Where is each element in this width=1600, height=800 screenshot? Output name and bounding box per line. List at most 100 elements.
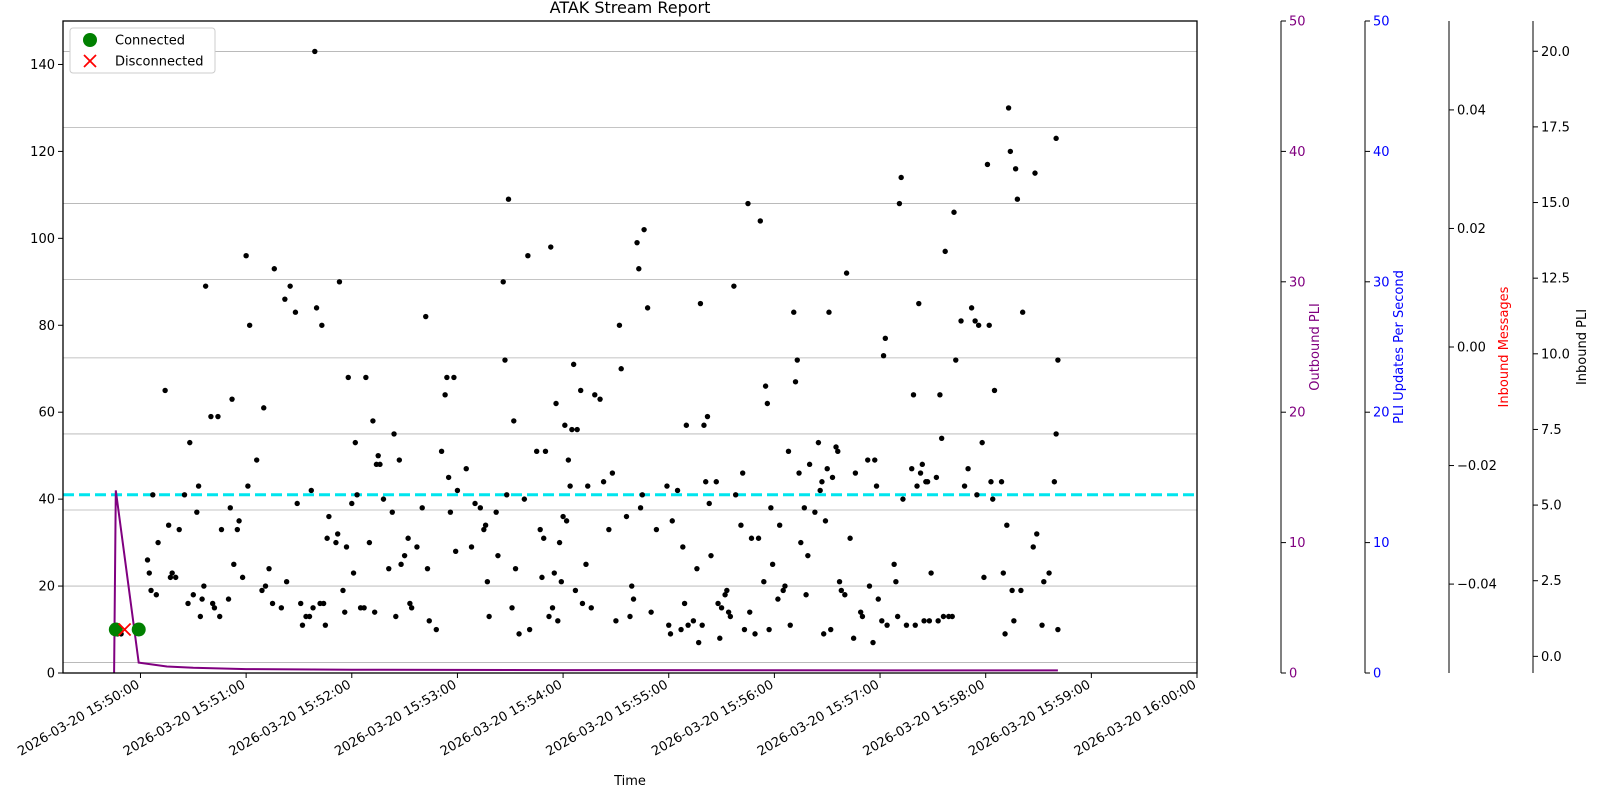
data-point: [1030, 544, 1036, 550]
data-point: [951, 209, 957, 215]
connection-events: [108, 622, 146, 637]
data-point: [266, 565, 272, 572]
right-tick-label: −0.02: [1457, 459, 1497, 474]
data-point: [451, 374, 457, 381]
data-point: [623, 513, 630, 520]
data-point: [225, 596, 232, 602]
data-point: [236, 518, 242, 524]
data-point: [717, 635, 723, 641]
y-tick-label: 40: [38, 493, 55, 508]
data-point: [408, 605, 415, 611]
right-tick-label: 30: [1289, 275, 1306, 290]
data-point: [419, 505, 425, 511]
right-tick-label: 7.5: [1541, 423, 1562, 438]
data-point: [776, 522, 783, 528]
data-point: [555, 618, 561, 624]
data-point: [833, 444, 839, 450]
data-point: [505, 196, 512, 202]
right-axis-label: Outbound PLI: [1308, 303, 1323, 391]
data-point: [968, 305, 975, 311]
data-point: [493, 509, 499, 515]
data-point: [981, 574, 987, 581]
data-point: [310, 605, 316, 611]
data-point: [1034, 531, 1040, 537]
data-point: [824, 466, 830, 472]
data-point: [870, 639, 876, 646]
data-point: [482, 522, 489, 528]
data-point: [731, 283, 737, 289]
data-point: [785, 448, 792, 455]
data-point: [1032, 170, 1038, 176]
outbound-pli-series: [113, 490, 1058, 674]
data-point: [167, 574, 174, 581]
y-tick-label: 100: [30, 232, 55, 247]
right-tick-label: 20.0: [1541, 45, 1570, 60]
data-point: [556, 539, 563, 546]
data-point: [713, 479, 719, 485]
data-point: [893, 579, 899, 585]
data-point: [866, 583, 873, 589]
right-tick-label: 40: [1289, 145, 1306, 160]
data-point: [681, 600, 688, 607]
data-point: [433, 626, 440, 633]
right-axis: 0 10 20 30 40 50 Outbound PLI: [1280, 15, 1323, 682]
data-point: [972, 318, 978, 324]
data-point: [1055, 626, 1061, 633]
data-point: [229, 396, 235, 402]
data-point: [438, 448, 445, 455]
data-point: [600, 479, 607, 485]
data-point: [319, 322, 325, 328]
data-point: [990, 496, 996, 502]
legend-connected-label: Connected: [115, 34, 185, 49]
data-point: [898, 174, 904, 181]
data-point: [567, 483, 573, 489]
data-point: [452, 548, 459, 554]
data-point: [320, 600, 327, 607]
data-point: [697, 300, 704, 307]
data-point: [588, 605, 594, 611]
data-point: [326, 513, 332, 520]
data-point: [1014, 196, 1021, 202]
data-point: [917, 470, 924, 476]
data-point: [725, 609, 732, 615]
data-point: [738, 522, 744, 528]
data-point: [865, 457, 871, 463]
data-point: [336, 279, 343, 285]
data-point: [843, 270, 850, 276]
data-point: [965, 466, 971, 472]
data-point: [562, 422, 568, 428]
right-axis-label: PLI Updates Per Second: [1392, 270, 1407, 424]
data-point: [940, 613, 947, 620]
right-tick-label: 5.0: [1541, 499, 1562, 514]
data-point: [666, 622, 672, 628]
data-point: [724, 587, 730, 594]
data-point: [509, 605, 515, 611]
data-point: [891, 561, 897, 568]
data-point: [477, 505, 484, 511]
data-point: [278, 605, 285, 611]
data-point: [187, 439, 193, 446]
data-point: [1041, 579, 1047, 585]
data-point: [579, 600, 586, 607]
data-point: [745, 200, 751, 207]
right-tick-label: 15.0: [1541, 196, 1570, 211]
data-point: [822, 518, 829, 524]
data-point: [766, 626, 772, 633]
data-point: [150, 492, 156, 498]
data-point: [194, 509, 200, 515]
data-point: [1004, 522, 1010, 528]
data-point: [984, 161, 991, 168]
data-point: [769, 561, 776, 568]
left-axis: 0 20 40 60 80 100 120 140: [30, 58, 63, 682]
data-point: [504, 492, 510, 498]
data-point: [755, 535, 762, 541]
data-point: [974, 492, 980, 498]
data-point: [262, 583, 269, 589]
data-point: [706, 500, 712, 507]
data-point: [495, 552, 501, 559]
data-point: [852, 470, 859, 476]
data-point: [812, 509, 818, 515]
data-point: [190, 592, 197, 598]
right-tick-label: 10: [1289, 536, 1306, 551]
data-point: [794, 357, 800, 363]
